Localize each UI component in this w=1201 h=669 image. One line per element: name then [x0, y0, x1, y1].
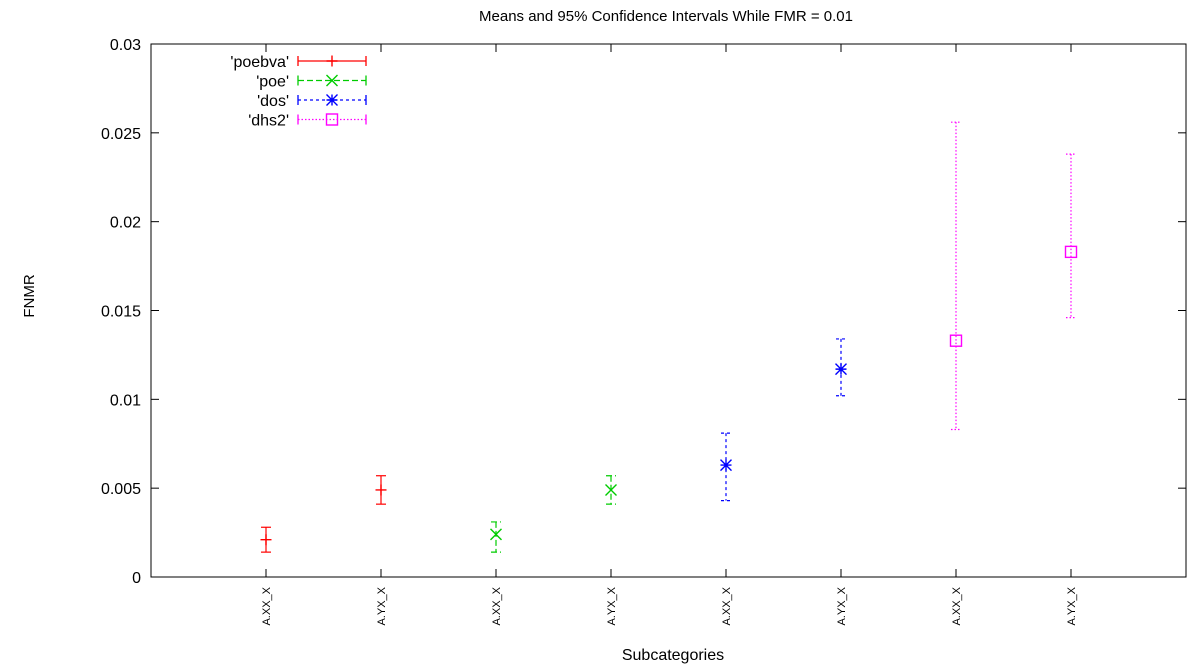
series-dos-point: [720, 459, 732, 472]
plot-frame: [150, 43, 1187, 578]
y-axis: 0 0.005 0.01 0.015 0.02 0.025 0.03: [101, 37, 1186, 587]
chart-title: Means and 95% Confidence Intervals While…: [479, 8, 853, 25]
legend-dos-label: 'dos': [257, 93, 289, 110]
y-tick-label: 0.015: [101, 304, 141, 321]
y-tick-label: 0: [132, 570, 141, 587]
series-dos-point: [835, 363, 847, 376]
x-tick-label: A.YX_X: [836, 586, 848, 625]
x-tick-label: A.XX_X: [721, 586, 733, 625]
legend-poe-label: 'poe': [256, 74, 289, 91]
y-tick-label: 0.01: [110, 392, 141, 409]
x-tick-label: A.YX_X: [376, 586, 388, 625]
series-poebva-point: [375, 484, 387, 496]
legend-poe-point: [326, 74, 338, 87]
y-tick-label: 0.025: [101, 126, 141, 143]
series-poe-point: [490, 528, 502, 541]
series-dos: [720, 338, 847, 502]
series-dhs2-point: [1064, 245, 1078, 259]
series-dhs2: [949, 121, 1078, 431]
y-axis-label: FNMR: [21, 274, 38, 317]
y-tick-label: 0.03: [110, 37, 141, 54]
series-poe-point: [605, 483, 617, 496]
y-tick-label: 0.005: [101, 481, 141, 498]
legend-dhs2-point: [325, 113, 339, 126]
data-marks: [260, 121, 1078, 553]
legend-dhs2-label: 'dhs2': [248, 113, 289, 130]
x-axis-label: Subcategories: [622, 647, 724, 664]
series-dhs2-point: [949, 334, 963, 347]
legend-dos-point: [326, 94, 338, 106]
x-tick-label: A.XX_X: [261, 586, 273, 625]
x-tick-label: A.XX_X: [491, 586, 503, 625]
series-poe: [490, 475, 617, 553]
series-poebva: [260, 475, 387, 553]
x-tick-label: A.YX_X: [1066, 586, 1078, 625]
legend: 'poebva' 'poe' 'dos' 'dhs2': [230, 54, 367, 130]
legend-poebva-label: 'poebva': [230, 54, 289, 71]
x-tick-label: A.XX_X: [951, 586, 963, 625]
legend-poebva-point: [326, 55, 338, 67]
x-axis: A.XX_X A.YX_X A.XX_X A.YX_X A.XX_X A.YX_X A.XX…: [261, 44, 1078, 626]
series-poebva-point: [260, 534, 272, 546]
x-tick-label: A.YX_X: [606, 586, 618, 625]
y-tick-label: 0.02: [110, 215, 141, 232]
